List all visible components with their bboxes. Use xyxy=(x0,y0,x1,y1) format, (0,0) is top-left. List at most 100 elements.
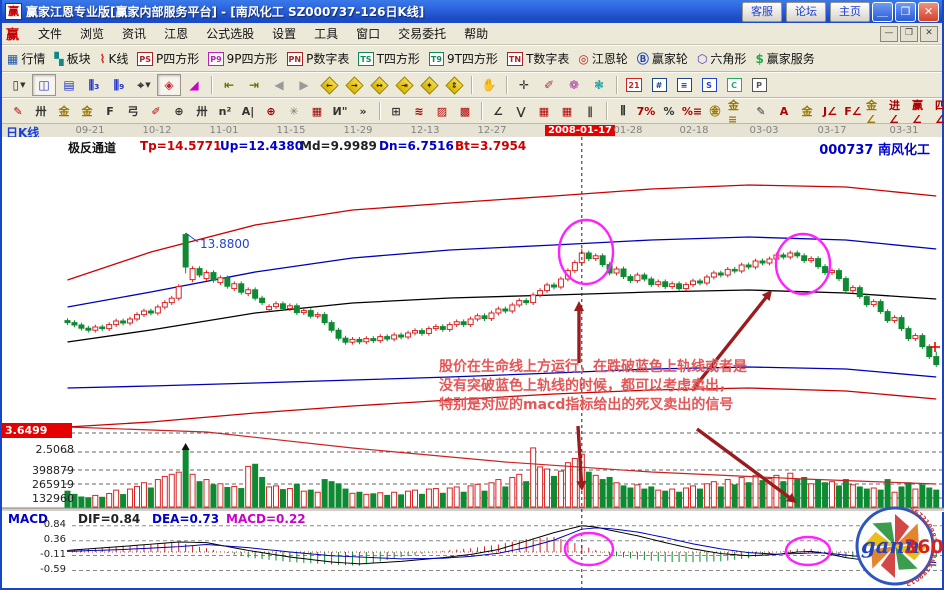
toolbar-sectors-button[interactable]: ▚ 板块 xyxy=(54,50,90,67)
toolbar-p-number-button[interactable]: PN P数字表 xyxy=(286,50,349,67)
menu-item-9[interactable]: 帮助 xyxy=(464,27,489,41)
gold-levels-icon[interactable]: 金≡ xyxy=(728,98,739,126)
menu-item-1[interactable]: 浏览 xyxy=(80,27,105,41)
hatch-2-icon[interactable]: 卅 xyxy=(196,105,208,118)
expand-x-icon[interactable]: ↔ xyxy=(367,74,391,96)
homepage-button[interactable]: 主页 xyxy=(830,1,870,22)
maximize-button[interactable]: ❐ xyxy=(895,1,916,22)
memo-icon[interactable]: ▤ xyxy=(63,78,75,92)
gold-circle-icon[interactable]: ㊎ xyxy=(709,105,721,118)
shift-left-icon[interactable]: ← xyxy=(317,74,341,96)
hist-tool-icon[interactable]: ⫼ xyxy=(620,104,626,117)
circle-measure-icon[interactable]: ⊕ xyxy=(174,104,184,118)
percent-7-icon[interactable]: 7% xyxy=(636,104,656,118)
gann-fan-circle-icon[interactable]: ⊕ xyxy=(266,104,276,118)
toolbar-gann-wheel-button[interactable]: ◎ 江恩轮 xyxy=(578,50,628,67)
grid-a-icon[interactable]: ▦ xyxy=(538,104,550,118)
zoom-out-icon[interactable]: ⇕ xyxy=(442,74,466,96)
mdi-close-icon[interactable]: ✕ xyxy=(920,25,938,42)
pen-chart-icon[interactable]: ✐ xyxy=(151,104,161,118)
candle-type-dropdown-icon[interactable]: ▯ ▼ xyxy=(12,78,26,92)
chart-canvas[interactable]: gann360567210987634567890123 极反通道 Tp=14.… xyxy=(2,137,944,588)
print-icon[interactable]: P xyxy=(747,74,771,96)
save-icon[interactable]: S xyxy=(697,74,721,96)
star-rays-icon[interactable]: ✳ xyxy=(289,104,299,118)
n-mark-icon[interactable]: И" xyxy=(332,104,348,118)
menu-item-6[interactable]: 工具 xyxy=(314,27,339,41)
si-angle-icon[interactable]: 四∠ xyxy=(935,98,944,126)
notes-icon[interactable]: ≡ xyxy=(672,74,696,96)
fan-red-icon[interactable]: ≋ xyxy=(414,104,424,118)
title-bar[interactable]: 赢 赢家江恩专业版[赢家内部服务平台] - [南风化工 SZ000737-126… xyxy=(2,0,942,23)
v-lines-icon[interactable]: ⋁ xyxy=(516,104,526,118)
menu-item-4[interactable]: 公式选股 xyxy=(206,27,255,41)
gold-lines-1-icon[interactable]: 金 xyxy=(58,105,70,118)
toolbar-t9-square-button[interactable]: T9 9T四方形 xyxy=(428,50,498,67)
spiral-tool-icon[interactable]: ❃ xyxy=(593,78,605,92)
close-button[interactable]: ✕ xyxy=(918,1,939,22)
menu-item-8[interactable]: 交易委托 xyxy=(398,27,447,41)
next-page-icon[interactable]: ▶ xyxy=(299,78,309,92)
measure-tool-icon[interactable]: ✐ xyxy=(543,78,555,92)
box-frame-icon[interactable]: ⊞ xyxy=(391,104,401,118)
prev-page-icon[interactable]: ◀ xyxy=(274,78,284,92)
last-page-icon[interactable]: ⇥ xyxy=(248,78,260,92)
overlay-chart-icon[interactable]: ◫ xyxy=(32,74,56,96)
parallel-lines-icon[interactable]: ∥ xyxy=(587,104,593,118)
toolbar-winner-service-button[interactable]: $ 赢家服务 xyxy=(755,50,814,67)
customer-service-button[interactable]: 客服 xyxy=(742,1,782,22)
minimize-button[interactable]: ＿ xyxy=(872,1,893,22)
hand-tool-icon[interactable]: ✋ xyxy=(481,78,497,92)
j-angle-icon[interactable]: J∠ xyxy=(823,104,837,118)
toolbar-winner-wheel-button[interactable]: Ⓑ 赢家轮 xyxy=(637,50,688,67)
percent-icon[interactable]: % xyxy=(663,104,675,118)
mdi-restore-icon[interactable]: ❐ xyxy=(900,25,918,42)
menu-item-5[interactable]: 设置 xyxy=(272,27,297,41)
bars-9-icon[interactable]: ⫼₉ xyxy=(113,77,125,92)
toolbar-t-square-button[interactable]: TS T四方形 xyxy=(358,50,420,67)
menu-item-3[interactable]: 江恩 xyxy=(164,27,189,41)
hatch-lines-icon[interactable]: 卅 xyxy=(35,105,47,118)
more-icon[interactable]: » xyxy=(359,104,367,118)
toolbar-quotes-button[interactable]: ▦ 行情 xyxy=(7,50,45,67)
first-page-icon[interactable]: ⇤ xyxy=(223,78,235,92)
calculator-icon[interactable]: # xyxy=(647,74,671,96)
marker-dropdown-icon[interactable]: ⌖ ▼ xyxy=(137,77,151,92)
calendar-icon[interactable]: 21 xyxy=(622,74,646,96)
forum-button[interactable]: 论坛 xyxy=(786,1,826,22)
toolbar-p9-square-button[interactable]: P9 9P四方形 xyxy=(208,50,278,67)
n-squared-icon[interactable]: n² xyxy=(218,104,232,118)
gann-box-icon[interactable]: ◈ xyxy=(157,74,181,96)
toolbar-kline-button[interactable]: ⌇ K线 xyxy=(100,50,129,67)
menu-item-7[interactable]: 窗口 xyxy=(356,27,381,41)
bars-3-icon[interactable]: ⫼₃ xyxy=(88,77,100,92)
toolbar-p-square-button[interactable]: PS P四方形 xyxy=(137,50,199,67)
gold-line-icon[interactable]: 金 xyxy=(801,105,813,118)
grid-square-icon[interactable]: ▦ xyxy=(311,104,323,118)
compress-x-icon[interactable]: ⇥ xyxy=(392,74,416,96)
angle-mirror-icon[interactable]: A| xyxy=(241,104,255,118)
square-fill-red-icon[interactable]: ▨ xyxy=(436,104,448,118)
export-chart-icon[interactable]: C xyxy=(722,74,746,96)
grid-fill-red-icon[interactable]: ▩ xyxy=(459,104,471,118)
f-angle-icon[interactable]: F∠ xyxy=(844,104,862,118)
zoom-in-icon[interactable]: ✦ xyxy=(417,74,441,96)
toolbar-hexagon-button[interactable]: ⬡ 六角形 xyxy=(697,50,747,67)
gold-lines-2-icon[interactable]: 金 xyxy=(81,105,93,118)
spiral-lines-icon[interactable]: 弓 xyxy=(127,105,139,118)
shift-right-icon[interactable]: → xyxy=(342,74,366,96)
ying-angle-icon[interactable]: 赢∠ xyxy=(912,98,923,126)
angle-fan-icon[interactable]: ∠ xyxy=(493,104,503,118)
jin-angle-icon[interactable]: 进∠ xyxy=(889,98,900,126)
percent-lines-icon[interactable]: %≡ xyxy=(681,104,703,118)
pen-2-icon[interactable]: ✎ xyxy=(756,104,766,118)
mdi-minimize-icon[interactable]: — xyxy=(880,25,898,42)
pen-red-icon[interactable]: ✎ xyxy=(13,104,23,118)
crosshair-tool-icon[interactable]: ✛ xyxy=(518,78,530,92)
menu-item-2[interactable]: 资讯 xyxy=(122,27,147,41)
gold-angle-icon[interactable]: 金∠ xyxy=(866,98,877,126)
toolbar-t-number-button[interactable]: TN T数字表 xyxy=(506,50,569,67)
spectrum-icon[interactable]: ◢ xyxy=(189,78,199,92)
f-lines-icon[interactable]: F xyxy=(106,104,114,118)
a-grid-icon[interactable]: A xyxy=(779,104,789,118)
